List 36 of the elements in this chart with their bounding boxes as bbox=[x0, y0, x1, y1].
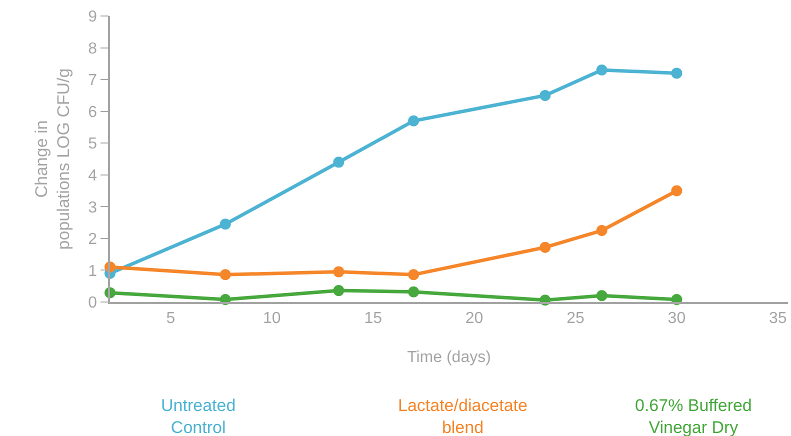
y-tick-label: 8 bbox=[88, 40, 98, 58]
point bbox=[540, 242, 551, 253]
point bbox=[596, 290, 608, 302]
x-tick-label: 5 bbox=[166, 310, 176, 327]
x-tick-label: 25 bbox=[566, 310, 584, 327]
point bbox=[333, 156, 344, 168]
y-tick-label: 1 bbox=[88, 262, 98, 280]
y-tick-label: 0 bbox=[88, 294, 98, 312]
point bbox=[408, 115, 420, 126]
point bbox=[220, 269, 231, 280]
x-tick-label: 30 bbox=[668, 310, 686, 327]
y-tick-label: 6 bbox=[88, 104, 98, 121]
point bbox=[671, 68, 682, 79]
point bbox=[408, 286, 420, 298]
point bbox=[220, 218, 231, 230]
point bbox=[540, 90, 551, 101]
point bbox=[596, 64, 608, 76]
x-axis-title: Time (days) bbox=[407, 349, 491, 366]
point bbox=[333, 285, 344, 296]
y-tick-label: 7 bbox=[88, 72, 98, 90]
point bbox=[333, 266, 344, 278]
y-tick-label: 5 bbox=[88, 136, 98, 153]
y-tick-label: 9 bbox=[88, 8, 98, 26]
x-tick-label: 15 bbox=[364, 310, 382, 327]
text: Lactate/diacetate blend bbox=[398, 396, 528, 436]
y-tick-label: 4 bbox=[88, 167, 98, 184]
y-tick-label: 2 bbox=[88, 231, 98, 248]
x-tick-label: 35 bbox=[768, 310, 787, 327]
point bbox=[408, 269, 420, 280]
point bbox=[596, 225, 608, 236]
text: Untreated Control bbox=[161, 396, 236, 436]
y-axis-title: Change in populations LOG CFU/g bbox=[32, 68, 74, 250]
x-tick-label: 20 bbox=[465, 310, 484, 327]
y-tick-label: 3 bbox=[88, 199, 98, 216]
x-tick-label: 10 bbox=[263, 310, 281, 327]
point bbox=[671, 185, 682, 196]
